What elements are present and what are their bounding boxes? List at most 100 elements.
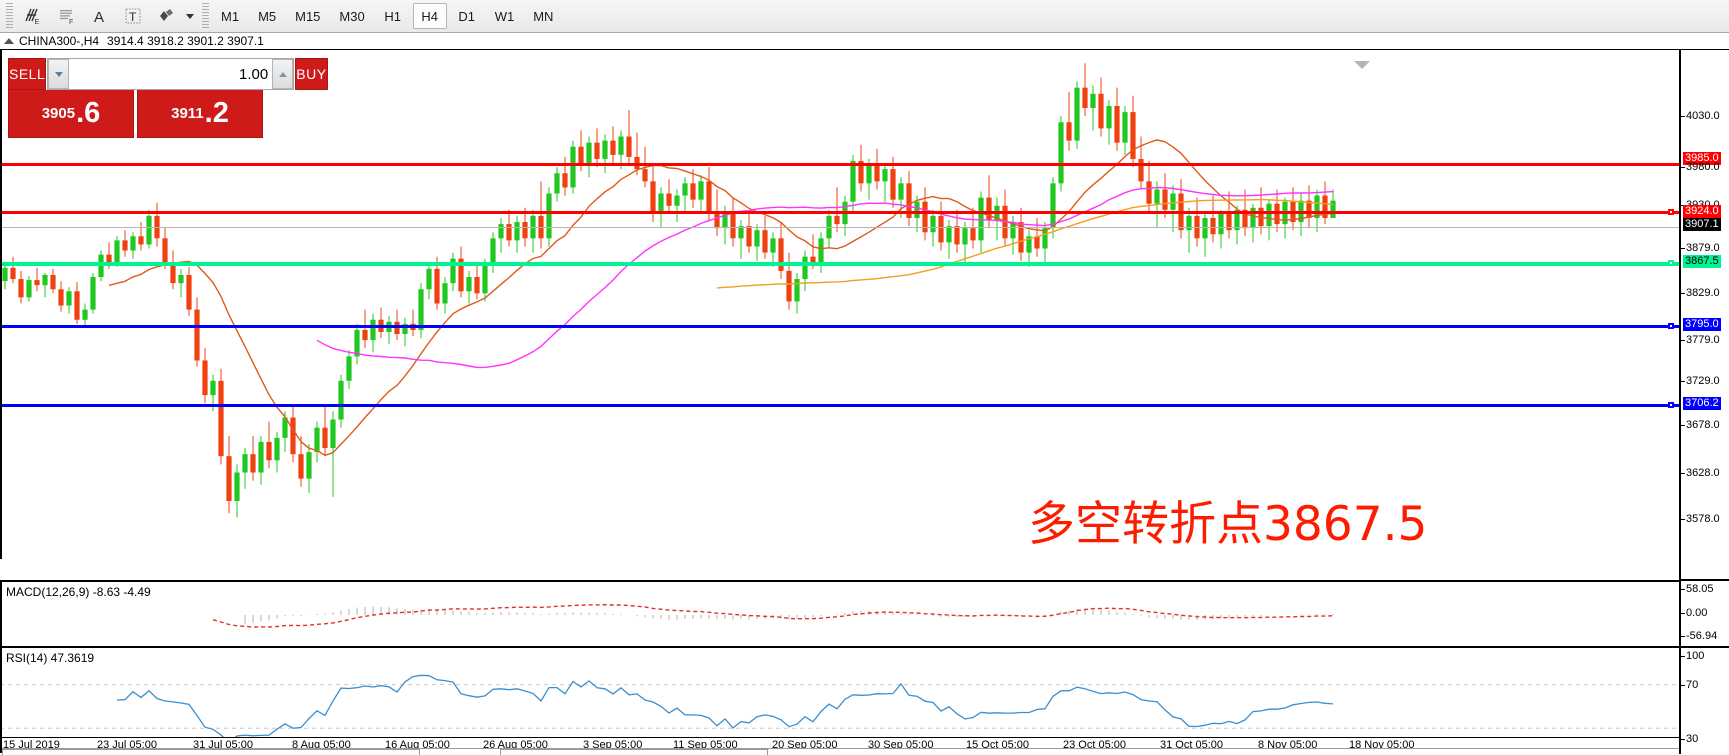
- buy-price-integer: 3911: [171, 105, 204, 122]
- indicator-tick-mark: [1681, 613, 1685, 614]
- price-tick-label-3628.0: 3628.0: [1686, 467, 1720, 479]
- timeframe-mn[interactable]: MN: [533, 8, 554, 24]
- price-tick-label-3829.0: 3829.0: [1686, 287, 1720, 299]
- price-scale-axis[interactable]: 4030.03985.03980.03930.03924.03907.13879…: [1679, 50, 1729, 754]
- price-badge-3924.0[interactable]: 3924.0: [1683, 205, 1721, 218]
- macd-pane-left-border: [0, 582, 2, 646]
- price-tick-mark: [1681, 116, 1685, 117]
- price-level-line-3985.0[interactable]: [0, 163, 1679, 166]
- level-drag-handle[interactable]: [1668, 209, 1674, 215]
- price-tick-label-3879.0: 3879.0: [1686, 242, 1720, 254]
- timeframe-m15[interactable]: M15: [295, 8, 321, 24]
- rsi-label: RSI(14) 47.3619: [6, 651, 95, 665]
- price-pane[interactable]: 多空转折点3867.5: [0, 50, 1679, 559]
- indicator-tick-mark: [1681, 636, 1685, 637]
- scale-pane-divider: [1681, 579, 1729, 581]
- volume-input[interactable]: [69, 59, 273, 89]
- scale-pane-divider: [1681, 646, 1729, 648]
- sell-price-cell[interactable]: 3905 .6: [8, 90, 134, 138]
- one-click-trading-panel[interactable]: SELL BUY 3905 .6 3911 .2: [8, 58, 328, 138]
- macd-canvas: [212, 603, 1334, 628]
- main-toolbar: E F A T M1 M5 M15 M: [0, 0, 1729, 33]
- price-tick-mark: [1681, 519, 1685, 520]
- timeframe-h1[interactable]: H1: [384, 8, 402, 24]
- price-tick-mark: [1681, 340, 1685, 341]
- fibonacci-icon[interactable]: F: [50, 1, 83, 32]
- toolbar-grip-2[interactable]: [202, 3, 209, 29]
- price-badge-3907.1[interactable]: 3907.1: [1683, 218, 1721, 231]
- timeframe-m5[interactable]: M5: [258, 8, 277, 24]
- level-drag-handle[interactable]: [1668, 402, 1674, 408]
- chart-area[interactable]: 多空转折点3867.5 MACD(12,26,9) -8.63 -4.49 RS…: [0, 50, 1729, 754]
- indicator-tick-label-30: 30: [1686, 733, 1699, 745]
- indicator-tick-label--56.94: -56.94: [1686, 630, 1718, 642]
- price-badge-3985.0[interactable]: 3985.0: [1683, 152, 1721, 165]
- price-tick-mark: [1681, 473, 1685, 474]
- price-tick-label-3980.0: 3980.0: [1686, 161, 1720, 173]
- price-tick-label-3729.0: 3729.0: [1686, 375, 1720, 387]
- price-badge-3867.5[interactable]: 3867.5: [1683, 255, 1721, 268]
- price-tick-mark: [1681, 293, 1685, 294]
- timeframe-group: M1 M5 M15 M30 H1 H4 D1 W1 MN: [213, 3, 561, 29]
- chart-symbol-label: CHINA300-,H4: [19, 34, 100, 48]
- svg-text:F: F: [69, 19, 73, 26]
- timeframe-d1[interactable]: D1: [458, 8, 476, 24]
- indicator-tick-mark: [1681, 739, 1685, 740]
- level-drag-handle[interactable]: [1668, 260, 1674, 266]
- trade-panel-prices-row: 3905 .6 3911 .2: [8, 90, 263, 138]
- price-tick-mark: [1681, 425, 1685, 426]
- price-level-line-3867.5[interactable]: [0, 262, 1679, 266]
- timeframe-h4[interactable]: H4: [412, 3, 447, 29]
- price-level-line-3924.0[interactable]: [0, 211, 1679, 214]
- svg-text:A: A: [94, 9, 104, 26]
- trade-panel-top-row: SELL BUY: [8, 58, 328, 90]
- text-box-icon[interactable]: T: [116, 1, 149, 32]
- expand-triangle-icon[interactable]: [4, 38, 14, 44]
- price-level-line-3706.2[interactable]: [0, 404, 1679, 407]
- buy-price-fraction: .2: [204, 97, 229, 129]
- timeframe-w1[interactable]: W1: [494, 8, 515, 24]
- sell-price-fraction: .6: [76, 97, 101, 129]
- price-tick-mark: [1681, 248, 1685, 249]
- candlestick-canvas: [2, 63, 1336, 518]
- chevron-down-icon[interactable]: [1354, 61, 1370, 69]
- chart-annotation-text: 多空转折点3867.5: [1028, 497, 1428, 552]
- indicator-tick-mark: [1681, 589, 1685, 590]
- buy-button[interactable]: BUY: [295, 58, 328, 90]
- toolbar-grip-1[interactable]: [6, 3, 13, 29]
- volume-decrement-button[interactable]: [48, 59, 70, 89]
- bottom-tab-strip[interactable]: [0, 748, 1729, 755]
- chart-tab[interactable]: [2, 749, 420, 755]
- price-badge-3795.0[interactable]: 3795.0: [1683, 318, 1721, 331]
- indicator-tick-label-70: 70: [1686, 679, 1699, 691]
- buy-price-cell[interactable]: 3911 .2: [137, 90, 263, 138]
- indicator-tick-mark: [1681, 685, 1685, 686]
- chart-header: CHINA300-,H4 3914.4 3918.2 3901.2 3907.1: [0, 33, 1729, 50]
- indicator-tick-label-100: 100: [1686, 650, 1705, 662]
- volume-field-group[interactable]: [47, 58, 295, 90]
- level-drag-handle[interactable]: [1668, 323, 1674, 329]
- dropdown-arrow-icon[interactable]: [182, 1, 198, 32]
- text-label-icon[interactable]: A: [83, 1, 116, 32]
- price-pane-left-border: [0, 50, 2, 559]
- price-tick-label-4030.0: 4030.0: [1686, 110, 1720, 122]
- indicators-icon[interactable]: E: [17, 1, 50, 32]
- price-tick-label-3779.0: 3779.0: [1686, 334, 1720, 346]
- indicator-tick-mark: [1681, 656, 1685, 657]
- price-badge-3706.2[interactable]: 3706.2: [1683, 397, 1721, 410]
- price-tick-mark: [1681, 167, 1685, 168]
- chart-ohlc-values: 3914.4 3918.2 3901.2 3907.1: [107, 34, 264, 48]
- volume-increment-button[interactable]: [272, 59, 294, 89]
- macd-pane[interactable]: MACD(12,26,9) -8.63 -4.49: [0, 580, 1679, 648]
- sell-button[interactable]: SELL: [8, 58, 47, 90]
- timeframe-m30[interactable]: M30: [339, 8, 365, 24]
- timeframe-m1[interactable]: M1: [221, 8, 240, 24]
- data-tab[interactable]: [500, 749, 768, 755]
- objects-icon[interactable]: [149, 1, 182, 32]
- price-level-line-3795.0[interactable]: [0, 325, 1679, 328]
- price-tick-label-3678.0: 3678.0: [1686, 419, 1720, 431]
- sell-price-integer: 3905: [41, 105, 76, 122]
- price-level-line-3907.1[interactable]: [0, 227, 1679, 228]
- rsi-canvas: [0, 674, 1679, 744]
- indicator-tick-label-58.05: 58.05: [1686, 583, 1714, 595]
